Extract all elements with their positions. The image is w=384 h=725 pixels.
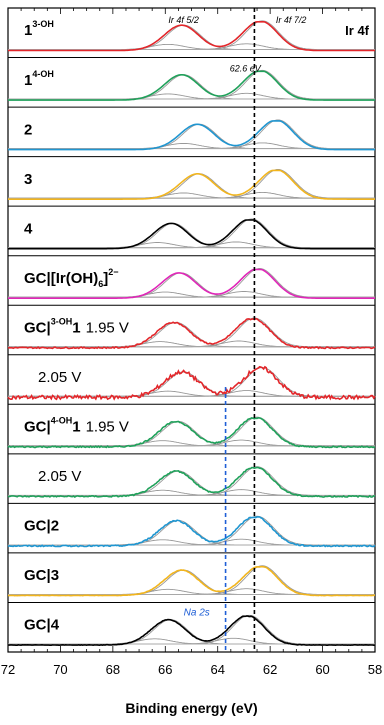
annotation-ref-energy: 62.6 eV — [230, 64, 262, 74]
corner-label: Ir 4f — [345, 23, 370, 38]
x-tick-label: 60 — [315, 662, 329, 677]
x-tick-label: 72 — [1, 662, 15, 677]
annotation-ir-5-2: Ir 4f 5/2 — [168, 15, 199, 25]
series-line — [8, 21, 375, 52]
component-peak — [8, 588, 375, 595]
component-peak — [8, 588, 375, 595]
panel-label: GC|2 — [24, 518, 59, 535]
component-peak — [8, 637, 375, 645]
component-peak — [8, 69, 375, 100]
component-peak — [8, 123, 375, 150]
component-peak — [8, 20, 375, 50]
component-peak — [8, 390, 375, 397]
series-line — [7, 466, 376, 499]
panel-label: GC|3 — [24, 567, 59, 584]
component-peak — [8, 43, 375, 50]
x-tick-label: 70 — [53, 662, 67, 677]
series-line — [8, 169, 375, 200]
series-line — [8, 268, 375, 299]
annotation-na-2s: Na 2s — [184, 607, 210, 618]
component-peak — [8, 291, 375, 298]
x-tick-label: 66 — [158, 662, 172, 677]
panel-label: GC|4 — [24, 617, 60, 634]
component-peak — [8, 440, 375, 447]
component-peak — [8, 291, 375, 298]
component-peak — [8, 92, 375, 100]
component-peak — [8, 619, 375, 645]
series-line — [7, 365, 376, 401]
component-peak — [8, 218, 375, 249]
component-peak — [8, 390, 375, 397]
x-tick-label: 68 — [106, 662, 120, 677]
plot-frame — [7, 7, 376, 653]
series-line — [7, 416, 376, 449]
component-peak — [8, 515, 375, 546]
series-line — [7, 515, 376, 548]
panel-label: GC|[Ir(OH)6]2− — [24, 267, 118, 289]
x-axis-title: Binding energy (eV) — [125, 700, 257, 716]
component-peak — [8, 565, 375, 595]
component-peak — [8, 93, 375, 100]
panel-label: 4 — [24, 220, 33, 237]
panel-label: 2 — [24, 121, 32, 138]
x-tick-label: 58 — [368, 662, 382, 677]
series-line — [8, 70, 375, 101]
component-peak — [8, 489, 375, 496]
panel-label: 13-OH — [24, 19, 54, 39]
annotation-ir-7-2: Ir 4f 7/2 — [276, 15, 307, 25]
component-peak — [8, 242, 375, 249]
series-line — [7, 615, 376, 647]
series-line — [8, 219, 375, 250]
panel-label: 14-OH — [24, 69, 54, 89]
panel-label: 3 — [24, 171, 32, 188]
component-peak — [8, 520, 375, 546]
series-line — [8, 120, 375, 151]
panel-label: 2.05 V — [38, 468, 81, 485]
panel-label: 2.05 V — [38, 369, 81, 386]
component-peak — [8, 43, 375, 50]
panel-label: GC|4-OH1 1.95 V — [24, 416, 129, 436]
component-peak — [8, 341, 375, 348]
component-peak — [8, 173, 375, 199]
component-peak — [8, 638, 375, 645]
x-tick-label: 62 — [263, 662, 277, 677]
x-tick-label: 64 — [210, 662, 224, 677]
component-peak — [8, 539, 375, 546]
panel-label: GC|3-OH1 1.95 V — [24, 316, 129, 336]
component-peak — [8, 614, 375, 645]
series-line — [7, 317, 376, 350]
series-line — [7, 565, 375, 597]
